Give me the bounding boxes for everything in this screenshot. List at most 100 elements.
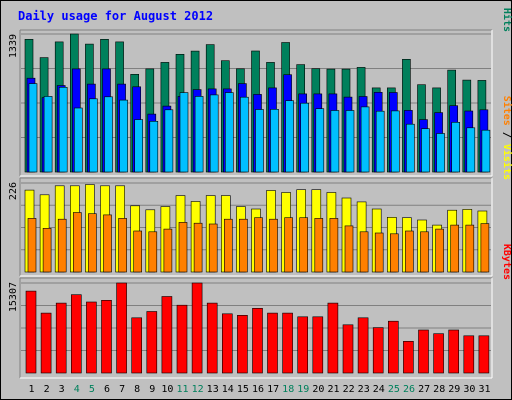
bar-kbytes-day-21 bbox=[327, 302, 339, 374]
legend-part: Hits bbox=[501, 8, 512, 32]
day-label-8: 8 bbox=[134, 384, 140, 395]
bar-sites-day-25 bbox=[389, 233, 399, 273]
bar-kbytes-day-1 bbox=[25, 290, 37, 374]
day-label-17: 17 bbox=[267, 384, 279, 395]
panel-traffic: 1339 Pages / Files / Hits bbox=[8, 0, 512, 177]
day-label-15: 15 bbox=[237, 384, 249, 395]
bar-kbytes-day-9 bbox=[146, 311, 158, 374]
day-label-26: 26 bbox=[403, 384, 415, 395]
bar-pages-day-17 bbox=[270, 109, 279, 173]
bar-sites-day-13 bbox=[208, 223, 218, 273]
bar-sites-day-12 bbox=[193, 222, 203, 273]
bar-pages-day-22 bbox=[345, 110, 355, 173]
panel-volume: 15307 KBytes bbox=[8, 244, 512, 379]
bar-pages-day-26 bbox=[406, 123, 415, 173]
bar-pages-day-14 bbox=[225, 92, 234, 173]
bar-sites-day-14 bbox=[224, 218, 233, 273]
bar-sites-day-28 bbox=[435, 228, 444, 273]
legend-part: Visits bbox=[501, 144, 512, 180]
bar-pages-day-21 bbox=[330, 110, 340, 173]
bar-pages-day-16 bbox=[255, 109, 264, 173]
bar-sites-day-8 bbox=[133, 230, 142, 273]
bar-pages-day-10 bbox=[164, 109, 174, 173]
bar-pages-day-8 bbox=[134, 119, 143, 173]
bar-sites-day-21 bbox=[329, 218, 339, 273]
bar-sites-day-17 bbox=[269, 218, 278, 273]
bar-kbytes-day-11 bbox=[176, 304, 188, 374]
bar-sites-day-2 bbox=[42, 228, 52, 273]
bar-kbytes-day-24 bbox=[372, 327, 384, 374]
bar-kbytes-day-12 bbox=[191, 282, 203, 374]
day-label-28: 28 bbox=[433, 384, 445, 395]
bar-pages-day-9 bbox=[149, 121, 159, 173]
bar-sites-day-4 bbox=[73, 212, 82, 273]
bar-sites-day-7 bbox=[118, 218, 127, 273]
bar-kbytes-day-23 bbox=[357, 317, 369, 374]
bar-pages-day-6 bbox=[104, 96, 113, 173]
bar-sites-day-31 bbox=[480, 223, 490, 273]
bar-kbytes-day-17 bbox=[267, 312, 278, 374]
bar-sites-day-19 bbox=[299, 217, 309, 273]
legend-part: KBytes bbox=[501, 244, 512, 280]
y-max-label-volume: 15307 bbox=[8, 282, 19, 312]
bar-kbytes-day-26 bbox=[403, 340, 414, 374]
bar-kbytes-day-20 bbox=[312, 316, 324, 374]
bar-pages-day-7 bbox=[119, 99, 128, 173]
day-label-19: 19 bbox=[297, 384, 309, 395]
legend-part: Sites bbox=[501, 96, 512, 126]
bar-sites-day-15 bbox=[239, 218, 248, 273]
day-label-25: 25 bbox=[388, 384, 400, 395]
bar-kbytes-day-19 bbox=[297, 316, 309, 374]
bar-pages-day-25 bbox=[390, 110, 400, 173]
day-label-24: 24 bbox=[373, 384, 385, 395]
bar-kbytes-day-4 bbox=[71, 294, 82, 374]
day-label-7: 7 bbox=[119, 384, 125, 395]
bar-pages-day-2 bbox=[43, 96, 53, 173]
bar-kbytes-day-6 bbox=[101, 299, 112, 374]
chart-panels: 1339 Pages / Files / Hits 226 Sites / Visit… bbox=[8, 0, 512, 379]
bar-pages-day-31 bbox=[481, 129, 491, 173]
bar-pages-day-29 bbox=[451, 122, 461, 173]
bar-kbytes-day-8 bbox=[131, 317, 142, 374]
bar-pages-day-19 bbox=[300, 102, 310, 173]
bar-kbytes-day-13 bbox=[206, 302, 218, 374]
x-axis-day-labels: 1 2 3 4 5 6 7 8 9 10 11 12 13 14 15 16 17 18 19 20 21 22 23 24 2… bbox=[28, 384, 490, 395]
day-label-18: 18 bbox=[282, 384, 294, 395]
bar-pages-day-30 bbox=[466, 127, 476, 173]
day-label-30: 30 bbox=[463, 384, 475, 395]
day-label-4: 4 bbox=[74, 384, 80, 395]
day-label-21: 21 bbox=[327, 384, 339, 395]
bar-sites-day-26 bbox=[405, 230, 414, 273]
bar-sites-day-29 bbox=[450, 224, 460, 273]
day-label-3: 3 bbox=[59, 384, 65, 395]
bar-sites-day-11 bbox=[178, 222, 188, 273]
bar-pages-day-28 bbox=[436, 133, 445, 173]
y-max-label-traffic: 1339 bbox=[8, 34, 19, 58]
bar-kbytes-day-30 bbox=[463, 335, 475, 374]
day-label-27: 27 bbox=[418, 384, 430, 395]
bar-sites-day-1 bbox=[27, 218, 37, 273]
day-label-5: 5 bbox=[89, 384, 95, 395]
bar-kbytes-day-29 bbox=[448, 329, 460, 374]
day-label-10: 10 bbox=[161, 384, 173, 395]
bar-pages-day-23 bbox=[360, 106, 370, 173]
legend-part: / bbox=[501, 0, 512, 8]
bar-kbytes-day-22 bbox=[342, 324, 354, 374]
bar-kbytes-day-3 bbox=[55, 302, 67, 374]
day-label-6: 6 bbox=[104, 384, 110, 395]
bar-sites-day-16 bbox=[254, 217, 263, 273]
series-legend-volume: KBytes bbox=[501, 244, 512, 280]
bar-kbytes-day-10 bbox=[161, 296, 173, 374]
day-label-1: 1 bbox=[28, 384, 34, 395]
bar-sites-day-5 bbox=[88, 213, 97, 273]
bar-pages-day-11 bbox=[179, 92, 189, 173]
bar-kbytes-day-25 bbox=[387, 320, 399, 374]
bar-pages-day-12 bbox=[194, 96, 204, 173]
series-legend-traffic: Pages / Files / Hits bbox=[501, 0, 512, 32]
bar-kbytes-day-2 bbox=[40, 312, 52, 374]
day-label-31: 31 bbox=[478, 384, 490, 395]
bar-kbytes-day-5 bbox=[86, 301, 97, 374]
bar-kbytes-day-7 bbox=[116, 282, 127, 374]
bar-pages-day-13 bbox=[209, 94, 219, 173]
